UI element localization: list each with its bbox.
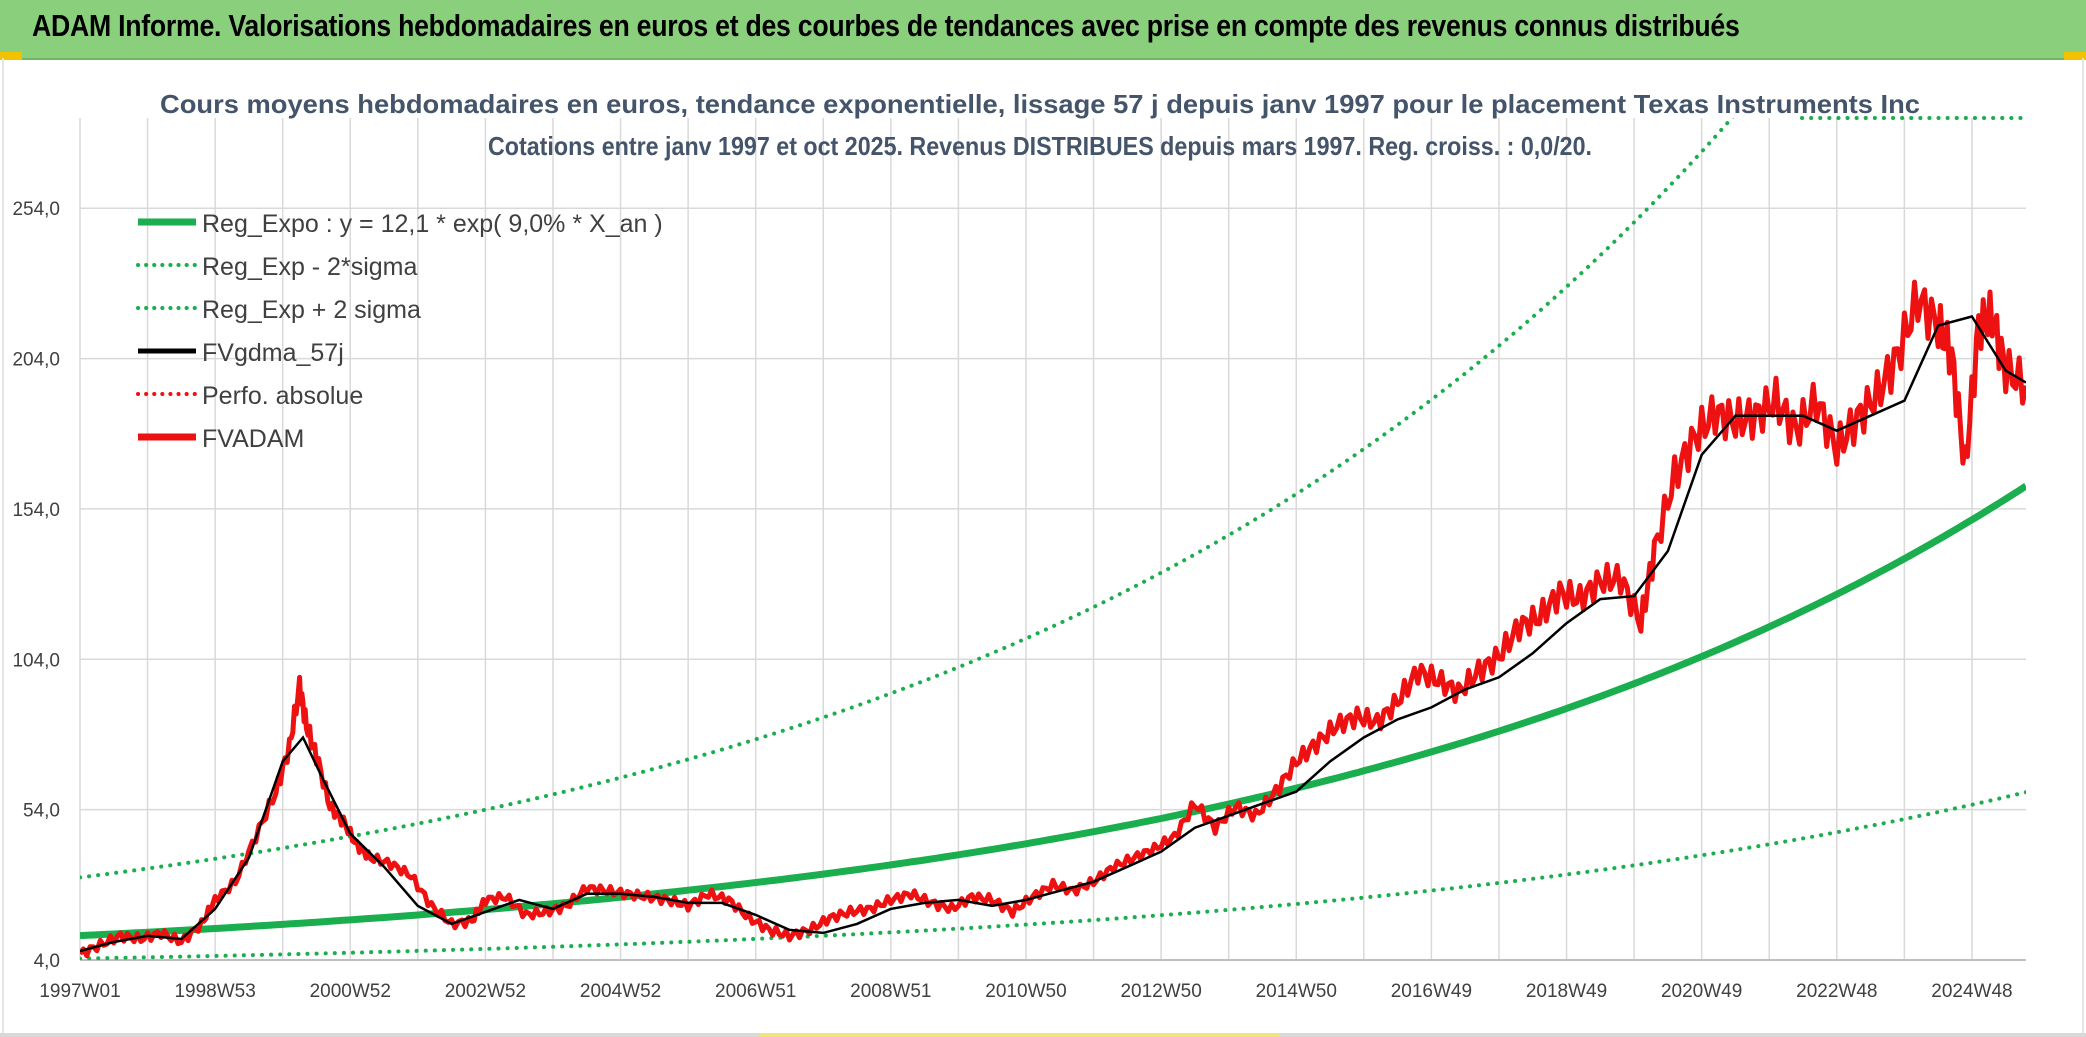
- series: [80, 116, 2028, 960]
- y-tick-label: 54,0: [23, 801, 60, 822]
- x-tick-label: 2020W49: [1661, 981, 1742, 1002]
- x-axis: 1997W01 1998W53 2000W52 2002W52 2004W52 2006W…: [39, 959, 2026, 1002]
- frame-border-right: [2082, 58, 2084, 1034]
- y-axis: 4,0 54,0 104,0 154,0 204,0 254,0: [12, 199, 60, 972]
- x-tick-label: 2006W51: [715, 981, 796, 1002]
- frame-border-left: [2, 58, 4, 1034]
- x-tick-label: 2008W51: [850, 981, 931, 1002]
- series-reg-exp-plus-2sigma: [80, 118, 1735, 880]
- series-reg-expo: [80, 483, 2026, 940]
- legend-label: Reg_Expo : y = 12,1 * exp( 9,0% * X_an ): [202, 210, 663, 238]
- legend-label: FVADAM: [202, 425, 304, 453]
- bottom-accent: [760, 1033, 1280, 1037]
- x-tick-label: 2016W49: [1391, 981, 1472, 1002]
- legend-label: FVgdma_57j: [202, 339, 344, 367]
- x-tick-label: 1997W01: [39, 981, 120, 1002]
- header-corner-accent-right: [2064, 52, 2086, 60]
- y-tick-label: 104,0: [12, 650, 60, 671]
- x-tick-label: 2018W49: [1526, 981, 1607, 1002]
- y-tick-label: 4,0: [34, 951, 60, 972]
- header-corner-accent-left: [0, 52, 22, 60]
- legend: Reg_Expo : y = 12,1 * exp( 9,0% * X_an )…: [136, 210, 663, 453]
- legend-label: Perfo. absolue: [202, 382, 363, 410]
- x-tick-label: 2022W48: [1796, 981, 1877, 1002]
- x-tick-label: 2010W50: [985, 981, 1066, 1002]
- y-tick-label: 204,0: [12, 350, 60, 371]
- legend-label: Reg_Exp + 2 sigma: [202, 296, 421, 324]
- x-tick-label: 2024W48: [1931, 981, 2012, 1002]
- legend-label: Reg_Exp - 2*sigma: [202, 253, 417, 281]
- y-tick-label: 154,0: [12, 500, 60, 521]
- chart-title-line1: Cours moyens hebdomadaires en euros, ten…: [160, 89, 1920, 119]
- x-tick-label: 2002W52: [445, 981, 526, 1002]
- series-reg-exp-minus-2sigma: [80, 790, 2026, 960]
- x-tick-label: 2004W52: [580, 981, 661, 1002]
- chart-title-line2: Cotations entre janv 1997 et oct 2025. R…: [488, 131, 1592, 161]
- page-title: ADAM Informe. Valorisations hebdomadaire…: [32, 8, 1740, 43]
- grid-lines: [79, 118, 2026, 961]
- header-bar: ADAM Informe. Valorisations hebdomadaire…: [0, 0, 2086, 60]
- y-tick-label: 254,0: [12, 199, 60, 220]
- x-tick-label: 1998W53: [174, 981, 255, 1002]
- x-tick-label: 2014W50: [1256, 981, 1337, 1002]
- series-fvgdma-57j: [80, 315, 2026, 953]
- x-tick-label: 2012W50: [1120, 981, 1201, 1002]
- x-tick-label: 2000W52: [310, 981, 391, 1002]
